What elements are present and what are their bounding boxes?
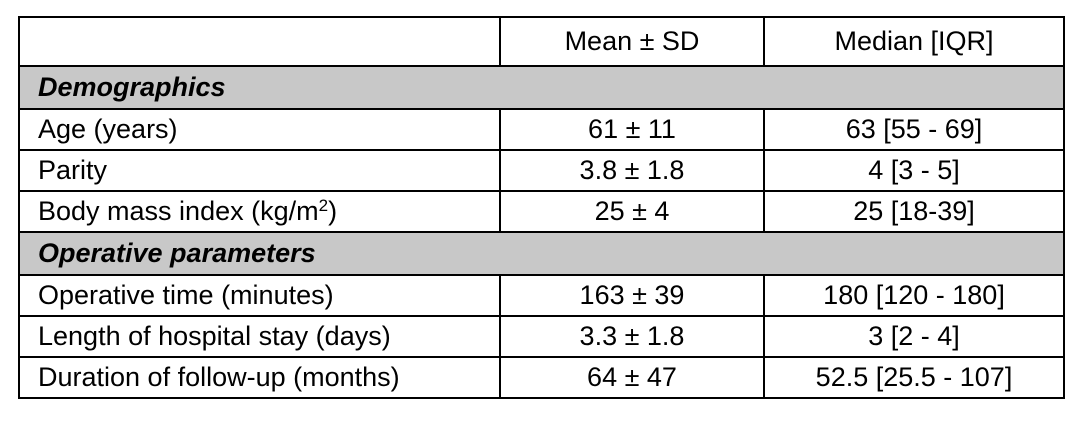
table-row: Duration of follow-up (months) 64 ± 47 5… xyxy=(18,356,1065,399)
header-median-iqr: Median [IQR] xyxy=(763,16,1065,67)
median-iqr-cell: 63 [55 - 69] xyxy=(763,108,1065,151)
row-label: Length of hospital stay (days) xyxy=(18,315,501,358)
median-iqr-cell: 3 [2 - 4] xyxy=(763,315,1065,358)
row-label: Duration of follow-up (months) xyxy=(18,356,501,399)
header-mean-sd: Mean ± SD xyxy=(499,16,765,67)
table-row: Length of hospital stay (days) 3.3 ± 1.8… xyxy=(18,315,1065,358)
row-label-superscript: 2 xyxy=(318,196,329,215)
table-row: Age (years) 61 ± 11 63 [55 - 69] xyxy=(18,108,1065,151)
mean-sd-cell: 64 ± 47 xyxy=(499,356,765,399)
table-header-row: Mean ± SD Median [IQR] xyxy=(18,16,1065,67)
median-iqr-cell: 180 [120 - 180] xyxy=(763,274,1065,317)
row-label: Age (years) xyxy=(18,108,501,151)
table-row: Parity 3.8 ± 1.8 4 [3 - 5] xyxy=(18,149,1065,192)
mean-sd-cell: 61 ± 11 xyxy=(499,108,765,151)
section-row-demographics: Demographics xyxy=(18,65,1065,110)
mean-sd-cell: 163 ± 39 xyxy=(499,274,765,317)
statistics-table: Mean ± SD Median [IQR] Demographics Age … xyxy=(18,16,1065,399)
section-row-operative-parameters: Operative parameters xyxy=(18,231,1065,276)
table-row: Operative time (minutes) 163 ± 39 180 [1… xyxy=(18,274,1065,317)
row-label-end: ) xyxy=(328,196,338,226)
section-title: Operative parameters xyxy=(18,231,1065,276)
mean-sd-cell: 25 ± 4 xyxy=(499,190,765,233)
median-iqr-cell: 52.5 [25.5 - 107] xyxy=(763,356,1065,399)
mean-sd-cell: 3.8 ± 1.8 xyxy=(499,149,765,192)
row-label: Operative time (minutes) xyxy=(18,274,501,317)
row-label: Body mass index (kg/m2) xyxy=(18,190,501,233)
section-title: Demographics xyxy=(18,65,1065,110)
mean-sd-cell: 3.3 ± 1.8 xyxy=(499,315,765,358)
row-label-main: Body mass index (kg/m xyxy=(38,196,319,226)
header-label-column xyxy=(18,16,501,67)
median-iqr-cell: 4 [3 - 5] xyxy=(763,149,1065,192)
table-row: Body mass index (kg/m2) 25 ± 4 25 [18-39… xyxy=(18,190,1065,233)
row-label: Parity xyxy=(18,149,501,192)
median-iqr-cell: 25 [18-39] xyxy=(763,190,1065,233)
